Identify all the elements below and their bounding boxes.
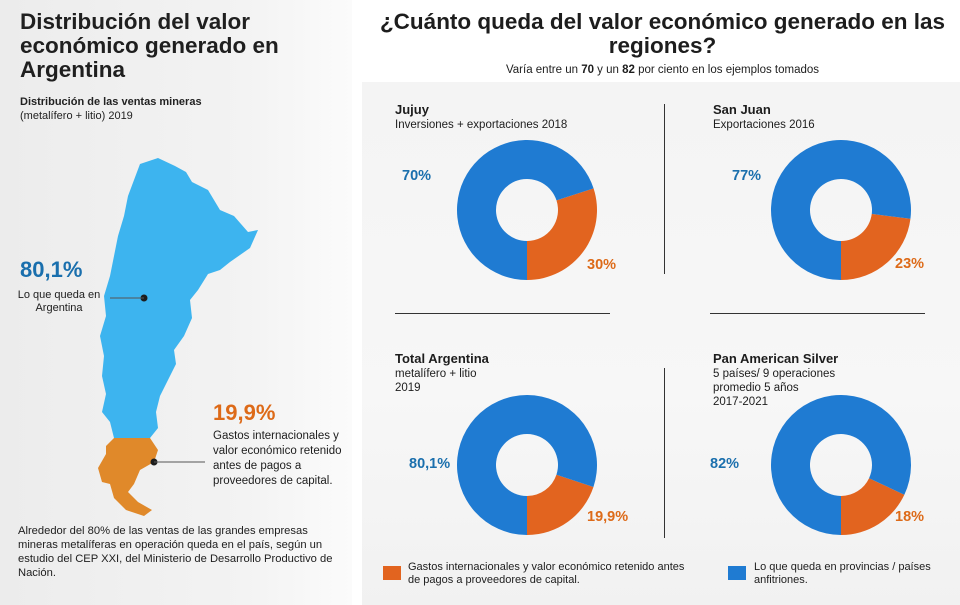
donut-title-total-argentina: Total Argentina <box>395 351 489 366</box>
donut-label-jujuy-orange: 30% <box>587 257 617 273</box>
donut-label-san-juan-blue: 77% <box>732 168 762 184</box>
donut-slice-blue <box>457 395 597 535</box>
argentina-label: Lo que queda en Argentina <box>17 289 101 314</box>
left-title: Distribución del valor económico generad… <box>20 9 279 82</box>
vertical-divider-top <box>664 104 665 274</box>
right-subtitle: Varía entre un 70 y un 82 por ciento en … <box>365 64 960 76</box>
donut-chart-pan-american-silver <box>771 395 911 535</box>
legend-label-orange: Gastos internacionales y valor económico… <box>408 561 685 586</box>
legend-swatch-orange <box>383 566 401 580</box>
donut-desc-pan-american-silver-2: promedio 5 años <box>713 382 799 394</box>
donut-slice-orange <box>527 474 594 535</box>
donut-chart-san-juan <box>771 140 911 280</box>
donut-title-san-juan: San Juan <box>713 102 771 117</box>
right-subtitle-post: por ciento en los ejemplos tomados <box>634 64 820 76</box>
donut-desc-san-juan: Exportaciones 2016 <box>713 119 815 131</box>
donut-label-jujuy-blue: 70% <box>402 168 432 184</box>
right-subtitle-mid: y un <box>593 64 623 76</box>
right-subtitle-pre: Varía entre un <box>505 64 582 76</box>
donut-chart-total-argentina <box>457 395 597 535</box>
donut-label-total-argentina-blue: 80,1% <box>409 456 451 472</box>
donut-slice-orange <box>527 188 597 280</box>
legend-swatch-blue <box>728 566 746 580</box>
right-subtitle-min: 70 <box>581 64 594 76</box>
donut-label-san-juan-orange: 23% <box>895 256 925 272</box>
argentina-map-main <box>100 158 258 438</box>
argentina-percentage: 80,1% <box>20 257 83 282</box>
left-footnote: Alrededor del 80% de las ventas de las g… <box>18 525 333 579</box>
right-title: ¿Cuánto queda del valor económico genera… <box>379 9 946 58</box>
donut-desc-total-argentina-2: 2019 <box>395 382 421 394</box>
horizontal-divider-left <box>395 313 610 314</box>
donut-slice-blue <box>457 140 594 280</box>
donut-desc-pan-american-silver-3: 2017-2021 <box>713 396 768 408</box>
vertical-divider-bottom <box>664 368 665 538</box>
international-percentage: 19,9% <box>213 400 276 425</box>
argentina-map-south <box>98 438 158 516</box>
international-label: Gastos internacionales y valor económico… <box>213 430 342 487</box>
donut-slice-orange <box>841 478 905 535</box>
donut-slice-blue <box>771 140 911 280</box>
donut-slice-orange <box>841 213 911 280</box>
legend-label-blue: Lo que queda en provincias / países anfi… <box>754 561 931 586</box>
horizontal-divider-right <box>710 313 925 314</box>
donut-desc-pan-american-silver-1: 5 países/ 9 operaciones <box>713 368 836 380</box>
left-subtitle-text: (metalífero + litio) 2019 <box>20 110 133 122</box>
donut-slice-blue <box>771 395 911 535</box>
donut-label-total-argentina-orange: 19,9% <box>587 509 629 525</box>
donut-label-pan-american-silver-blue: 82% <box>710 456 740 472</box>
argentina-map <box>98 158 258 516</box>
donut-label-pan-american-silver-orange: 18% <box>895 509 925 525</box>
left-subtitle: Distribución de las ventas mineras (meta… <box>20 95 320 123</box>
donut-title-pan-american-silver: Pan American Silver <box>713 351 839 366</box>
donut-chart-jujuy <box>457 140 597 280</box>
donut-desc-total-argentina-1: metalífero + litio <box>395 368 477 380</box>
donut-desc-jujuy: Inversiones + exportaciones 2018 <box>395 119 568 131</box>
donut-title-jujuy: Jujuy <box>395 102 429 117</box>
left-subtitle-bold: Distribución de las ventas mineras <box>20 96 202 108</box>
right-subtitle-max: 82 <box>622 64 635 76</box>
